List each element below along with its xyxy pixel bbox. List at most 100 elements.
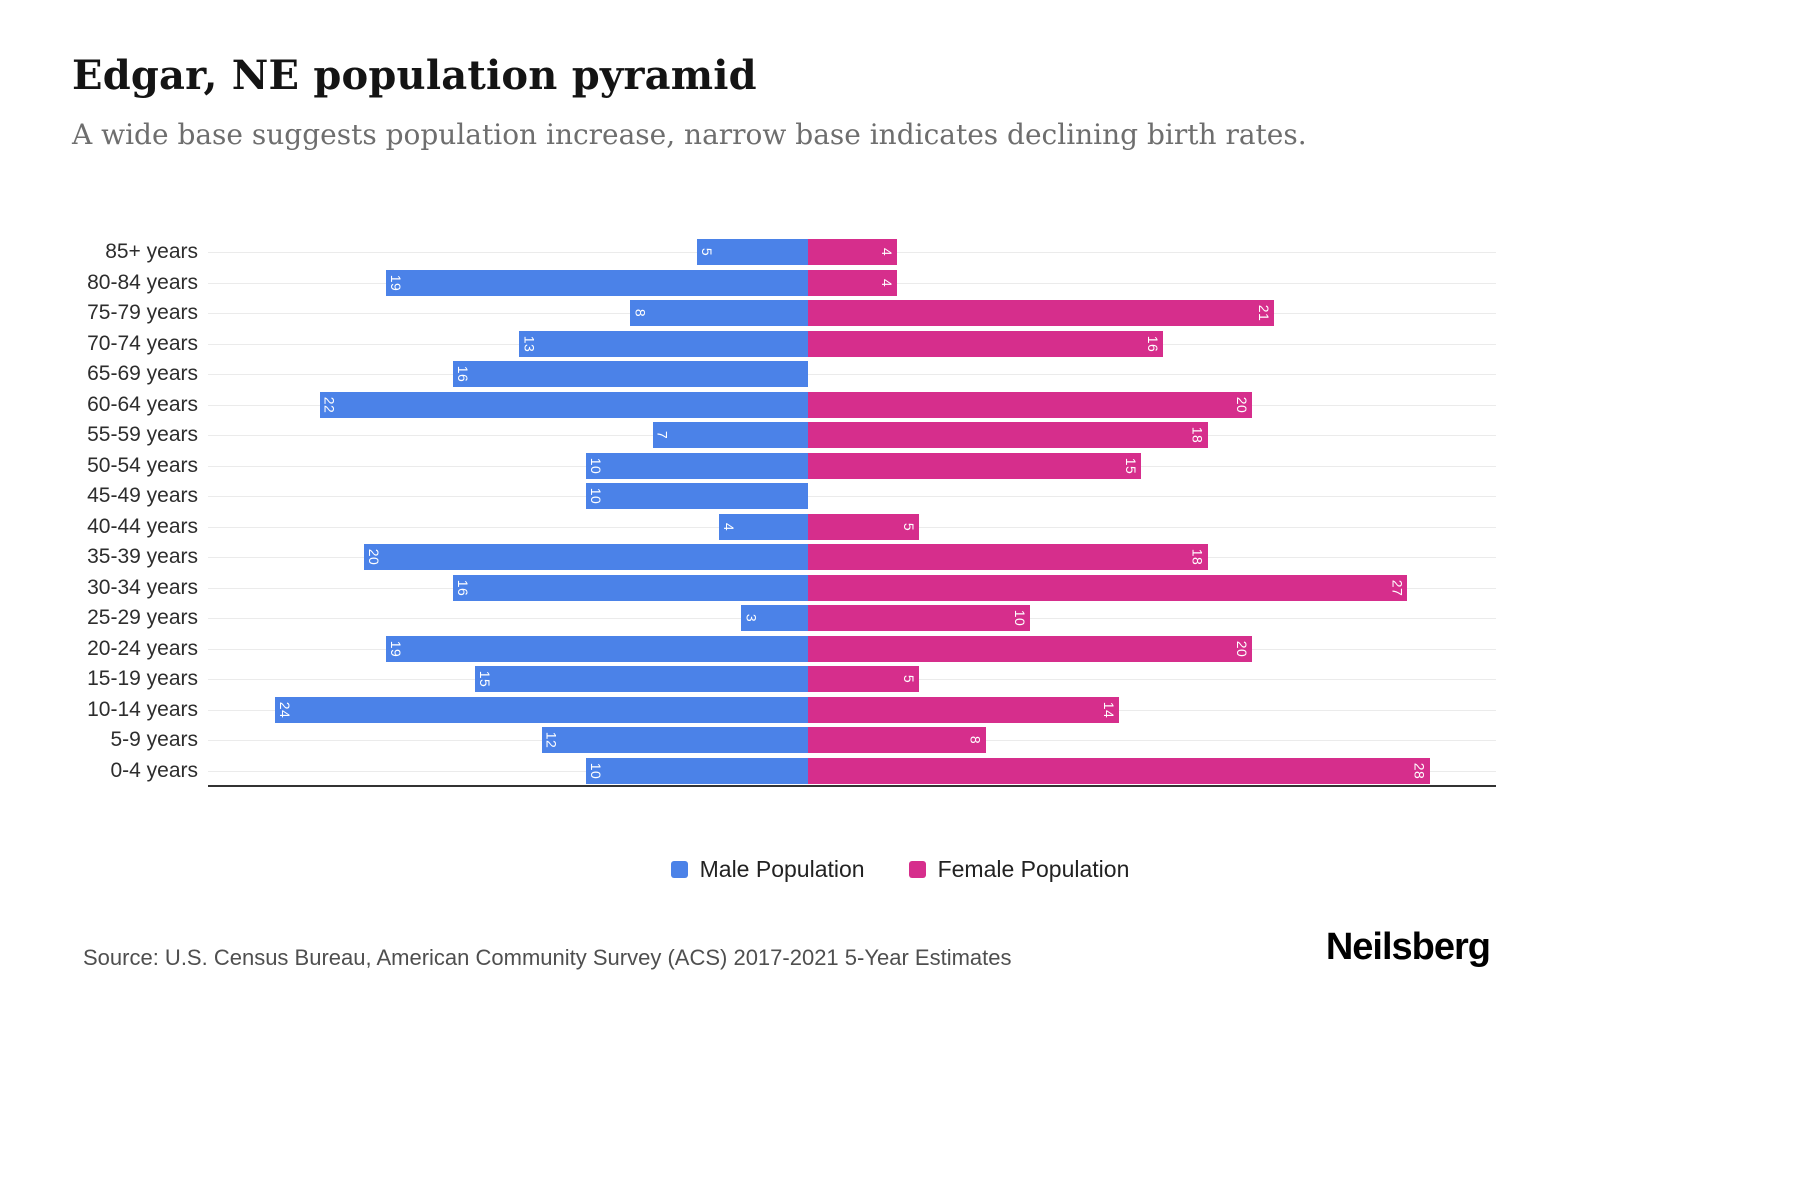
female-bar: 5 [808,513,919,540]
female-value-label: 20 [1234,396,1250,414]
male-legend-swatch-icon [670,861,688,878]
male-bar: 7 [652,422,808,449]
chart-title: Edgar, NE population pyramid [72,52,757,99]
age-group-label: 60-64 years [87,392,198,416]
female-value-label: 28 [1411,762,1428,780]
male-value-label: 10 [588,762,604,780]
male-bar: 10 [586,483,808,510]
grid-line [208,374,1496,376]
male-bar: 4 [719,513,808,540]
male-value-label: 10 [588,487,604,505]
female-value-label: 4 [878,278,895,287]
female-bar: 15 [808,452,1141,479]
chart-legend: Male Population Female Population [0,856,1800,883]
female-bar: 28 [808,757,1430,784]
female-value-label: 5 [901,675,917,684]
female-bar: 21 [808,300,1275,327]
male-value-label: 16 [454,365,471,383]
chart-subtitle: A wide base suggests population increase… [72,118,1307,151]
age-group-label: 85+ years [105,240,198,263]
female-value-label: 27 [1389,579,1406,597]
age-group-label: 35-39 years [87,545,198,568]
age-group-label: 25-29 years [87,606,198,629]
female-value-label: 10 [1012,609,1028,627]
male-value-label: 15 [477,670,493,688]
grid-line [208,496,1496,498]
male-value-label: 16 [454,579,471,597]
male-value-label: 22 [321,396,338,414]
female-bar: 20 [808,635,1252,662]
age-group-label: 40-44 years [87,514,198,538]
female-bar: 4 [808,239,897,266]
age-group-label: 55-59 years [87,423,198,446]
female-value-label: 16 [1145,335,1162,353]
female-bar: 8 [808,727,986,754]
female-value-label: 14 [1100,701,1117,719]
legend-item-female: Female Population [908,856,1130,883]
male-bar: 10 [586,757,808,784]
neilsberg-logo: Neilsberg [1325,926,1491,968]
source-attribution: Source: U.S. Census Bureau, American Com… [83,945,1012,970]
female-value-label: 4 [878,248,895,257]
age-group-label: 75-79 years [87,301,198,324]
male-value-label: 12 [543,731,560,749]
x-axis-line [208,785,1496,787]
female-bar: 5 [808,666,919,693]
male-value-label: 24 [277,701,294,719]
male-bar: 15 [475,666,808,693]
female-bar: 16 [808,330,1164,357]
plot-area: 5 4 19 4 8 21 13 16 16 22 20 7 18 10 15 10 4 5 20 18 16 27 3 10… [208,237,1496,787]
male-bar: 20 [364,544,808,571]
male-value-label: 3 [743,614,760,623]
age-group-label: 10-14 years [87,697,198,721]
age-group-label: 0-4 years [110,758,198,782]
male-bar: 16 [452,361,808,388]
male-value-label: 10 [588,457,604,475]
female-bar: 20 [808,391,1252,418]
female-value-label: 5 [901,522,917,531]
female-bar: 10 [808,605,1030,632]
female-value-label: 20 [1234,640,1250,658]
male-bar: 8 [630,300,808,327]
male-bar: 19 [386,635,808,662]
population-pyramid-chart: 5 4 19 4 8 21 13 16 16 22 20 7 18 10 15 10 4 5 20 18 16 27 3 10… [0,237,1800,787]
legend-item-male: Male Population [670,856,865,883]
age-group-label: 20-24 years [87,636,198,660]
male-bar: 24 [275,696,808,723]
male-value-label: 7 [654,431,671,440]
age-group-label: 70-74 years [87,331,198,355]
age-group-label: 30-34 years [87,575,198,599]
female-legend-label: Female Population [937,856,1130,882]
male-value-label: 4 [721,522,738,531]
male-bar: 5 [697,239,808,266]
female-bar: 18 [808,422,1208,449]
male-bar: 19 [386,269,808,296]
female-value-label: 18 [1189,548,1206,566]
male-bar: 3 [741,605,808,632]
male-legend-label: Male Population [699,856,865,882]
age-group-label: 15-19 years [87,667,198,690]
age-group-label: 45-49 years [87,484,198,507]
male-value-label: 8 [632,309,649,318]
male-bar: 22 [319,391,808,418]
male-bar: 12 [541,727,808,754]
male-bar: 10 [586,452,808,479]
female-legend-swatch-icon [908,861,926,878]
male-value-label: 20 [366,548,382,566]
male-value-label: 5 [699,248,715,257]
male-value-label: 13 [521,335,538,353]
female-bar: 14 [808,696,1119,723]
female-bar: 27 [808,574,1408,601]
female-value-label: 15 [1123,457,1139,475]
male-value-label: 19 [388,274,405,292]
age-group-label: 5-9 years [110,728,198,751]
age-group-label: 65-69 years [87,362,198,385]
age-group-label: 50-54 years [87,453,198,477]
male-value-label: 19 [388,640,405,658]
female-bar: 18 [808,544,1208,571]
female-value-label: 18 [1189,426,1206,444]
female-value-label: 21 [1256,304,1273,322]
male-bar: 13 [519,330,808,357]
female-value-label: 8 [967,736,984,745]
